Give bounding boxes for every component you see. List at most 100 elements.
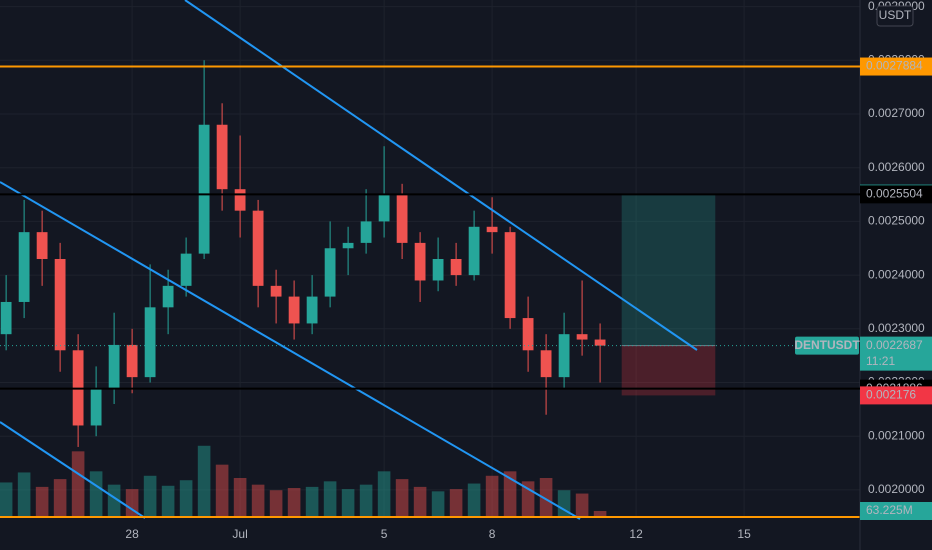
volume-bar [539,478,553,518]
x-tick-label: 8 [489,527,496,541]
symbol-box [795,336,859,355]
volume-bar [197,445,211,518]
level-label: 0.0025504 [866,187,923,201]
candle-body [540,350,552,378]
trend-line [0,181,581,520]
candle-body [576,334,588,340]
volume-label: 63.225M [866,503,913,517]
volume-bar [557,490,571,518]
volume-bar [215,464,229,518]
volume-bar [161,485,175,518]
volume-bar [467,483,481,518]
volume-bar [71,451,85,518]
candle-body [90,387,102,426]
stop-zone [621,345,716,396]
candle-body [396,194,408,243]
candle-body [468,226,480,276]
volume-bar [485,475,499,518]
volume-bar [17,472,31,518]
candle-body [522,318,534,351]
grid: 0.00200000.00210000.00220000.00230000.00… [0,0,925,541]
volume-bar [341,489,355,518]
y-tick-label: 0.0021000 [868,428,925,442]
volume-bar [251,484,265,518]
volume-bar [377,471,391,518]
volume-bar [413,486,427,518]
volume-bar [35,486,49,518]
candle-body [126,344,138,378]
candle-body [270,285,282,297]
volume-bar [89,471,103,518]
candle-body [594,339,606,346]
candle-body [558,334,570,378]
trend-line [184,0,698,351]
volume-bar [53,479,67,518]
volume-bar [593,510,607,518]
volume-bar [107,484,121,518]
level-label-box [860,185,932,204]
candle-body [378,194,390,222]
currency: USDT [879,8,912,22]
target-zone [621,193,716,346]
last-price-label: 0.0022687 [866,338,923,352]
y-tick-label: 0.0020000 [868,482,925,496]
x-tick-label: 15 [737,527,751,541]
candle-body [216,124,228,190]
price-labels: 0.00278840.00255180.00255040.00226720.00… [0,57,932,520]
candle-body [342,242,354,249]
candle-body [144,307,156,378]
candle-body [324,248,336,297]
y-tick-label: 0.0023000 [868,321,925,335]
volume-bar [287,488,301,518]
x-tick-label: 12 [629,527,643,541]
volume-bar [575,493,589,518]
symbol-label: DENTUSDT [794,338,860,352]
candle-body [450,259,462,276]
candle-body [414,242,426,281]
y-tick-label: 0.0027000 [868,106,925,120]
candle-body [198,124,210,254]
level-label-box [860,386,932,405]
volume-bar [503,471,517,518]
x-tick-label: 28 [125,527,139,541]
last-price-box [860,336,932,371]
level-label: 0.002176 [866,388,916,402]
volume-bar [395,479,409,518]
candle-body [180,253,192,286]
level-label: 0.0027884 [866,59,923,73]
volume-bar [0,482,13,518]
candle-body [504,232,516,319]
volume-bar [431,491,445,518]
volume-bar [179,480,193,518]
candle-body [306,296,318,324]
candle-body [36,232,48,259]
candle-body [432,259,444,281]
y-tick-label: 0.0026000 [868,160,925,174]
candle-body [486,226,498,233]
level-label-box [860,57,932,76]
y-tick-label: 0.0024000 [868,267,925,281]
trend-lines [0,0,698,520]
candle-body [0,301,12,335]
currency-box [876,5,914,27]
candle-body [252,210,264,286]
position-tool [621,193,716,396]
candle-body [360,221,372,243]
volume-bar [233,478,247,518]
candle-body [288,296,300,324]
candle-body [18,232,30,302]
volume-bar [143,475,157,518]
trend-line [0,421,146,519]
volume-bar [323,481,337,518]
candle-body [162,285,174,308]
volume-bar [449,489,463,518]
volume-label-box [860,502,932,520]
y-tick-label: 0.0025000 [868,214,925,228]
volume-bar [269,490,283,518]
volume-bar [359,484,373,518]
candle-body [234,189,246,211]
countdown: 11:21 [866,354,895,368]
candle-body [108,344,120,388]
volume-bar [125,489,139,518]
